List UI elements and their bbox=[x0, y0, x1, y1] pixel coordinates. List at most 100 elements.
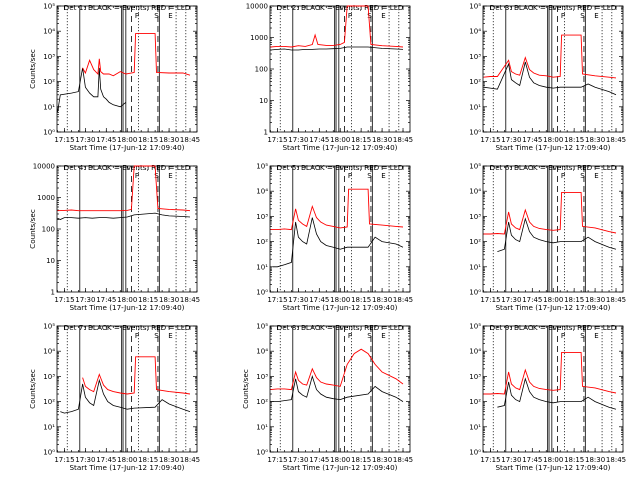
x-tick-label: 18:15 bbox=[564, 296, 584, 304]
x-tick-label: 18:15 bbox=[351, 456, 371, 464]
x-tick-label: 17:15 bbox=[480, 296, 500, 304]
series-lld-line bbox=[483, 34, 617, 79]
x-tick-label: 17:15 bbox=[267, 136, 287, 144]
x-tick-label: 18:30 bbox=[372, 296, 392, 304]
detector-panel-5: Det 5: BLACK = Events, RED = LLD10⁰10¹10… bbox=[256, 163, 413, 313]
x-tick-label: 17:45 bbox=[522, 136, 542, 144]
x-tick-label: 18:15 bbox=[138, 296, 158, 304]
series-lld-line bbox=[270, 188, 404, 231]
detector-panel-6: Det 6: BLACK = Events, RED = LLD10⁰10¹10… bbox=[469, 163, 626, 313]
x-tick-label: 18:30 bbox=[159, 136, 179, 144]
series-events-line bbox=[497, 217, 617, 252]
y-tick-label: 10⁴ bbox=[469, 28, 481, 36]
y-tick-label: 10³ bbox=[256, 373, 268, 381]
y-tick-label: 10⁵ bbox=[469, 3, 481, 11]
x-axis-label: Start Time (17-Jun-12 17:09:40) bbox=[69, 143, 184, 152]
y-tick-label: 10⁰ bbox=[43, 449, 55, 457]
series-events-line bbox=[497, 377, 617, 410]
x-axis-label: Start Time (17-Jun-12 17:09:40) bbox=[495, 303, 610, 312]
x-tick-label: 18:45 bbox=[393, 136, 413, 144]
y-tick-label: 10² bbox=[256, 238, 268, 246]
y-tick-label: 10² bbox=[469, 78, 481, 86]
x-tick-label: 17:30 bbox=[501, 296, 521, 304]
x-tick-label: 17:30 bbox=[75, 456, 95, 464]
detector-panel-9: Det 9: BLACK = Events, RED = LLD10⁰10¹10… bbox=[469, 323, 626, 473]
y-tick-label: 10⁵ bbox=[469, 323, 481, 331]
series-events-line bbox=[483, 61, 617, 96]
flag-glyph: P bbox=[135, 332, 139, 340]
x-tick-label: 18:45 bbox=[180, 136, 200, 144]
x-tick-label: 17:15 bbox=[54, 296, 74, 304]
flag-glyph: E bbox=[381, 172, 385, 180]
flag-glyph: E bbox=[594, 172, 598, 180]
y-tick-label: 10 bbox=[259, 97, 268, 105]
series-events-line bbox=[270, 46, 404, 51]
x-tick-label: 18:45 bbox=[180, 296, 200, 304]
flag-glyph: S bbox=[367, 332, 372, 340]
x-tick-label: 18:45 bbox=[606, 136, 626, 144]
y-tick-label: 10¹ bbox=[43, 103, 55, 111]
y-tick-label: 10⁰ bbox=[469, 289, 481, 297]
x-tick-label: 18:00 bbox=[330, 296, 350, 304]
series-lld-line bbox=[270, 5, 404, 48]
flag-glyph: P bbox=[135, 12, 139, 20]
detector-panel-2: Det 2: BLACK = Events, RED = LLD11010010… bbox=[246, 3, 413, 153]
x-tick-label: 18:30 bbox=[159, 456, 179, 464]
x-tick-label: 17:15 bbox=[267, 456, 287, 464]
y-tick-label: 10 bbox=[46, 257, 55, 265]
flag-glyph: P bbox=[561, 12, 565, 20]
x-tick-label: 17:45 bbox=[309, 136, 329, 144]
y-tick-label: 10² bbox=[469, 398, 481, 406]
x-tick-label: 18:00 bbox=[543, 456, 563, 464]
y-tick-label: 10⁵ bbox=[256, 163, 268, 171]
x-axis-label: Start Time (17-Jun-12 17:09:40) bbox=[282, 463, 397, 472]
series-lld-line bbox=[483, 191, 617, 235]
flag-glyph: S bbox=[367, 12, 372, 20]
x-tick-label: 17:45 bbox=[309, 296, 329, 304]
x-tick-label: 17:30 bbox=[288, 136, 308, 144]
y-tick-label: 10⁴ bbox=[469, 348, 481, 356]
flag-glyph: S bbox=[580, 172, 585, 180]
detector-panel-8: Det 8: BLACK = Events, RED = LLD10⁰10¹10… bbox=[241, 323, 413, 473]
x-tick-label: 17:30 bbox=[501, 456, 521, 464]
x-tick-label: 18:45 bbox=[606, 456, 626, 464]
y-tick-label: 10⁴ bbox=[256, 188, 268, 196]
x-tick-label: 17:15 bbox=[480, 136, 500, 144]
x-tick-label: 18:30 bbox=[159, 296, 179, 304]
y-tick-label: 10¹ bbox=[43, 423, 55, 431]
y-tick-label: 100 bbox=[42, 226, 55, 234]
y-tick-label: 10⁵ bbox=[43, 323, 55, 331]
y-tick-label: 10⁰ bbox=[43, 129, 55, 137]
x-axis-label: Start Time (17-Jun-12 17:09:40) bbox=[69, 303, 184, 312]
x-tick-label: 18:30 bbox=[585, 136, 605, 144]
y-tick-label: 10² bbox=[43, 398, 55, 406]
x-tick-label: 18:00 bbox=[117, 456, 137, 464]
y-tick-label: 10¹ bbox=[469, 263, 481, 271]
x-axis-label: Start Time (17-Jun-12 17:09:40) bbox=[282, 303, 397, 312]
y-tick-label: 1000 bbox=[250, 34, 268, 42]
detector-panel-1: Det 1: BLACK = Events, RED = LLD10⁰10¹10… bbox=[28, 3, 200, 153]
y-axis-label: Counts/sec bbox=[241, 369, 250, 409]
y-tick-label: 10⁰ bbox=[469, 129, 481, 137]
x-tick-label: 17:45 bbox=[522, 456, 542, 464]
series-events-line bbox=[270, 374, 404, 403]
flag-glyph: S bbox=[154, 172, 159, 180]
flag-glyph: E bbox=[594, 332, 598, 340]
detector-panel-3: Det 3: BLACK = Events, RED = LLD10⁰10¹10… bbox=[469, 3, 626, 153]
x-tick-label: 18:45 bbox=[393, 296, 413, 304]
y-tick-label: 10¹ bbox=[256, 423, 268, 431]
flag-glyph: E bbox=[381, 12, 385, 20]
y-tick-label: 10⁰ bbox=[469, 449, 481, 457]
y-tick-label: 10⁴ bbox=[469, 188, 481, 196]
x-tick-label: 18:00 bbox=[330, 136, 350, 144]
x-tick-label: 17:30 bbox=[288, 456, 308, 464]
y-tick-label: 10² bbox=[256, 398, 268, 406]
x-tick-label: 18:00 bbox=[330, 456, 350, 464]
x-tick-label: 18:30 bbox=[372, 456, 392, 464]
x-tick-label: 18:15 bbox=[351, 296, 371, 304]
flag-glyph: P bbox=[348, 172, 352, 180]
x-axis-label: Start Time (17-Jun-12 17:09:40) bbox=[495, 143, 610, 152]
series-events-line bbox=[57, 212, 191, 220]
